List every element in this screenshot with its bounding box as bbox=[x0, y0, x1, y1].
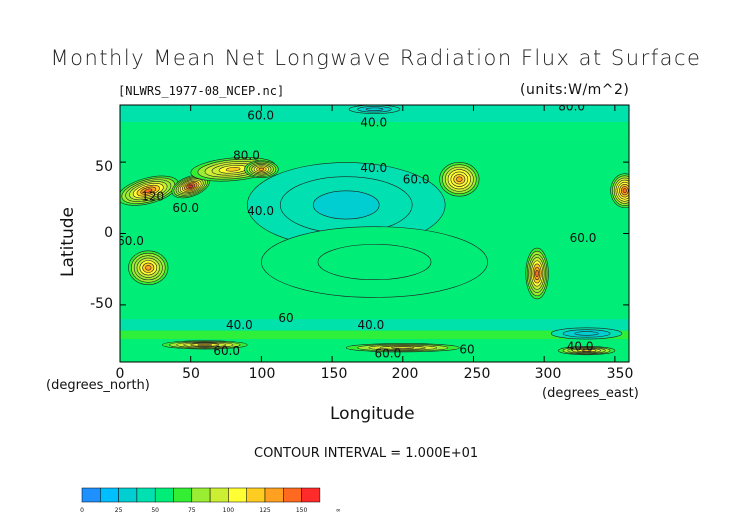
contour-label: 40.0 bbox=[247, 204, 274, 218]
contour-label: 60.0 bbox=[213, 344, 240, 358]
contour-label: 120 bbox=[141, 190, 164, 204]
y-axis-unit: (degrees_north) bbox=[46, 378, 150, 393]
contour-label: 40.0 bbox=[360, 115, 387, 129]
contour-label: 60.0 bbox=[247, 108, 274, 122]
contour-region bbox=[581, 349, 592, 352]
contour-region bbox=[574, 331, 599, 336]
heatmap-field: 60.0 40.0 80.0 80.0 40.0 60.0 120 60.0 40.0 60.0 6… bbox=[117, 100, 629, 362]
contour-region bbox=[456, 176, 463, 182]
contour-label: 60.0 bbox=[570, 231, 597, 245]
y-tick-label: 50 bbox=[95, 159, 113, 175]
x-tick-label: 350 bbox=[606, 366, 634, 382]
contour-label: 40.0 bbox=[567, 340, 594, 354]
contour-region bbox=[535, 269, 539, 277]
contour-region bbox=[317, 244, 432, 281]
contour-label: 60.0 bbox=[375, 347, 402, 361]
colorbar-swatch bbox=[191, 487, 211, 503]
units-label: (units:W/m^2) bbox=[520, 82, 630, 98]
latitude-band bbox=[120, 330, 629, 340]
colorbar-swatch bbox=[209, 487, 229, 503]
colorbar-tick-label: 25 bbox=[114, 507, 123, 514]
contour-label: 80.0 bbox=[233, 148, 260, 162]
contour-label: 60 bbox=[459, 342, 474, 356]
x-axis-unit: (degrees_east) bbox=[542, 386, 639, 401]
colorbar-swatch bbox=[301, 487, 321, 503]
contour-label: 60.0 bbox=[172, 201, 199, 215]
contour-label: 60.0 bbox=[117, 234, 144, 248]
chart-title: Monthly Mean Net Longwave Radiation Flux… bbox=[50, 46, 702, 70]
colorbar-tick-label: 125 bbox=[259, 507, 271, 514]
y-tick-label: 0 bbox=[104, 225, 113, 241]
colorbar-swatch bbox=[173, 487, 193, 503]
colorbar-swatch bbox=[264, 487, 284, 503]
y-axis-label: Latitude bbox=[58, 207, 78, 277]
colorbar-tick-label: 75 bbox=[187, 507, 196, 514]
contour-region bbox=[258, 167, 265, 171]
colorbar-swatch bbox=[228, 487, 247, 503]
contour-region bbox=[312, 190, 380, 220]
colorbar-swatch bbox=[81, 487, 101, 503]
colorbar-tick-label: 150 bbox=[295, 507, 308, 514]
contour-region bbox=[188, 184, 194, 188]
contour-region bbox=[365, 107, 384, 111]
contour-region bbox=[197, 343, 213, 346]
contour-region bbox=[622, 188, 627, 194]
colorbar-tick-label: 0 bbox=[80, 507, 84, 514]
colorbar-swatch bbox=[118, 487, 138, 503]
y-tick-label: -50 bbox=[90, 296, 113, 312]
contour-label: 40.0 bbox=[226, 318, 253, 332]
contour-region bbox=[145, 265, 152, 271]
contour-label: 40.0 bbox=[360, 161, 387, 175]
latitude-band bbox=[120, 122, 629, 141]
colorbar-swatch bbox=[100, 487, 119, 503]
x-tick-label: 200 bbox=[391, 366, 419, 382]
x-tick-label: 250 bbox=[463, 366, 491, 382]
contour-label: 80.0 bbox=[558, 100, 585, 114]
x-tick-label: 300 bbox=[534, 366, 562, 382]
contour-region bbox=[225, 166, 241, 172]
x-tick-label: 150 bbox=[320, 366, 348, 382]
colorbar-swatch bbox=[154, 487, 174, 503]
contour-region bbox=[144, 188, 153, 193]
contour-label: 60 bbox=[278, 311, 293, 325]
colorbar-tick-label: ∞ bbox=[335, 507, 341, 514]
x-tick-label: 100 bbox=[248, 366, 276, 382]
x-tick-label: 50 bbox=[182, 366, 200, 382]
colorbar-swatch bbox=[136, 487, 156, 503]
latitude-band bbox=[120, 319, 629, 331]
contour-interval-text: CONTOUR INTERVAL = 1.000E+01 bbox=[254, 446, 479, 461]
colorbar-swatch bbox=[246, 487, 266, 503]
colorbar-tick-label: 50 bbox=[151, 507, 159, 514]
x-tick-label: 0 bbox=[115, 366, 125, 382]
contour-label: 40.0 bbox=[358, 318, 385, 332]
colorbar-tick-label: 100 bbox=[222, 507, 235, 514]
chart-subtitle: [NLWRS_1977-08_NCEP.nc] bbox=[118, 84, 285, 98]
contour-label: 60.0 bbox=[403, 173, 430, 187]
contour-region bbox=[391, 346, 415, 349]
x-axis-label: Longitude bbox=[330, 404, 415, 424]
colorbar-swatch bbox=[283, 487, 302, 503]
